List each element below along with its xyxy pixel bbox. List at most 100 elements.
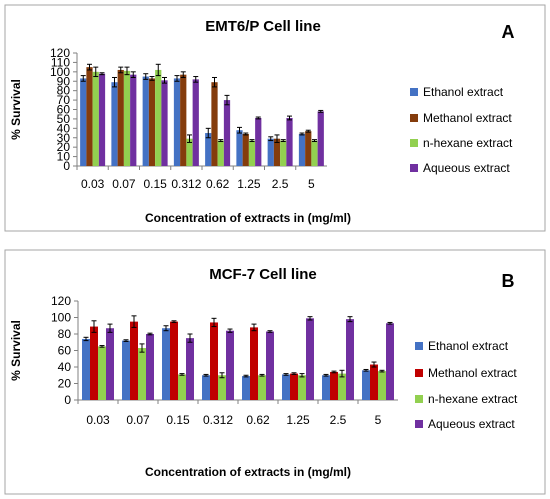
bar: [92, 71, 99, 166]
legend-swatch: [415, 369, 423, 377]
chart-title: MCF-7 Cell line: [209, 266, 317, 283]
bar: [192, 79, 199, 166]
bar: [290, 373, 298, 400]
bar: [386, 323, 394, 400]
bar: [298, 375, 306, 400]
x-tick-label: 1.25: [237, 177, 261, 191]
x-axis-title: Concentration of extracts in (mg/ml): [145, 211, 351, 225]
y-tick-label: 60: [58, 344, 72, 358]
bar: [370, 364, 378, 400]
x-tick-label: 0.15: [166, 413, 190, 427]
legend-swatch: [410, 164, 418, 172]
bar: [286, 117, 293, 166]
bar: [305, 131, 312, 166]
y-tick-label: 0: [63, 159, 70, 173]
bar: [298, 133, 306, 166]
legend-swatch: [410, 88, 418, 96]
bar: [236, 130, 243, 166]
legend-entry: Methanol extract: [428, 366, 517, 380]
bar: [180, 74, 187, 166]
y-tick-label: 10: [57, 150, 71, 164]
legend-entry: n-hexane extract: [423, 136, 513, 150]
bar: [130, 74, 137, 166]
y-tick-label: 120: [51, 294, 71, 308]
y-tick-label: 20: [57, 140, 71, 154]
x-axis-title: Concentration of extracts in (mg/ml): [145, 465, 351, 479]
bar: [98, 346, 106, 400]
legend-entry: Ethanol extract: [423, 85, 504, 99]
bar: [306, 318, 314, 400]
x-tick-label: 5: [375, 413, 382, 427]
bar: [148, 78, 156, 166]
bar: [178, 374, 186, 400]
x-tick-label: 0.62: [246, 413, 270, 427]
bar: [217, 140, 224, 166]
x-tick-label: 0.07: [112, 177, 136, 191]
bar: [202, 375, 210, 400]
bar: [138, 348, 146, 400]
bar: [338, 373, 346, 400]
y-tick-label: 40: [57, 121, 71, 135]
bar: [266, 331, 274, 400]
legend-entry: Aqueous extract: [428, 417, 515, 431]
legend-entry: Methanol extract: [423, 111, 512, 125]
bar: [186, 338, 194, 400]
bar: [210, 322, 218, 400]
bar: [106, 328, 114, 400]
chart-title: EMT6/P Cell line: [205, 18, 321, 35]
bar: [80, 78, 87, 166]
y-tick-label: 60: [57, 103, 71, 117]
bar: [226, 330, 234, 400]
y-tick-label: 30: [57, 131, 71, 145]
bar: [378, 371, 386, 400]
legend-swatch: [410, 114, 418, 122]
bar: [130, 321, 138, 400]
bar: [322, 375, 330, 400]
legend-swatch: [410, 139, 418, 147]
bar: [205, 133, 212, 166]
legend-swatch: [415, 395, 423, 403]
y-tick-label: 80: [57, 84, 71, 98]
bar: [155, 69, 162, 166]
bar: [250, 327, 258, 400]
bar: [170, 321, 178, 400]
bar: [161, 80, 168, 166]
bar: [218, 375, 226, 400]
x-tick-label: 1.25: [286, 413, 310, 427]
x-tick-label: 2.5: [330, 413, 347, 427]
bar: [362, 370, 370, 400]
x-tick-label: 0.07: [126, 413, 150, 427]
legend-swatch: [415, 342, 423, 350]
panel-letter: A: [502, 22, 515, 42]
y-tick-label: 90: [57, 74, 71, 88]
bar: [267, 138, 274, 166]
y-axis-title: % Survival: [9, 320, 23, 381]
y-tick-label: 50: [57, 112, 71, 126]
bar: [162, 328, 170, 400]
y-tick-label: 80: [58, 327, 72, 341]
bar: [248, 140, 256, 166]
bar: [211, 82, 218, 166]
legend-swatch: [415, 420, 423, 428]
y-tick-label: 120: [50, 46, 70, 60]
bar: [186, 138, 193, 166]
bar: [82, 338, 90, 400]
x-tick-label: 5: [308, 177, 315, 191]
legend-entry: n-hexane extract: [428, 392, 518, 406]
bar: [123, 70, 131, 166]
bar: [273, 138, 281, 166]
x-tick-label: 0.03: [86, 413, 110, 427]
bar: [117, 69, 124, 166]
x-tick-label: 2.5: [272, 177, 289, 191]
panel-letter: B: [502, 271, 515, 291]
panel-a: EMT6/P Cell line A01020304050607080901001…: [4, 4, 546, 232]
x-tick-label: 0.03: [81, 177, 105, 191]
bar: [346, 319, 354, 400]
bar: [111, 82, 118, 166]
bar: [282, 374, 290, 400]
bar: [223, 100, 231, 166]
bar: [242, 376, 250, 400]
bar: [122, 340, 130, 400]
bar: [146, 334, 154, 400]
legend-entry: Ethanol extract: [428, 339, 509, 353]
